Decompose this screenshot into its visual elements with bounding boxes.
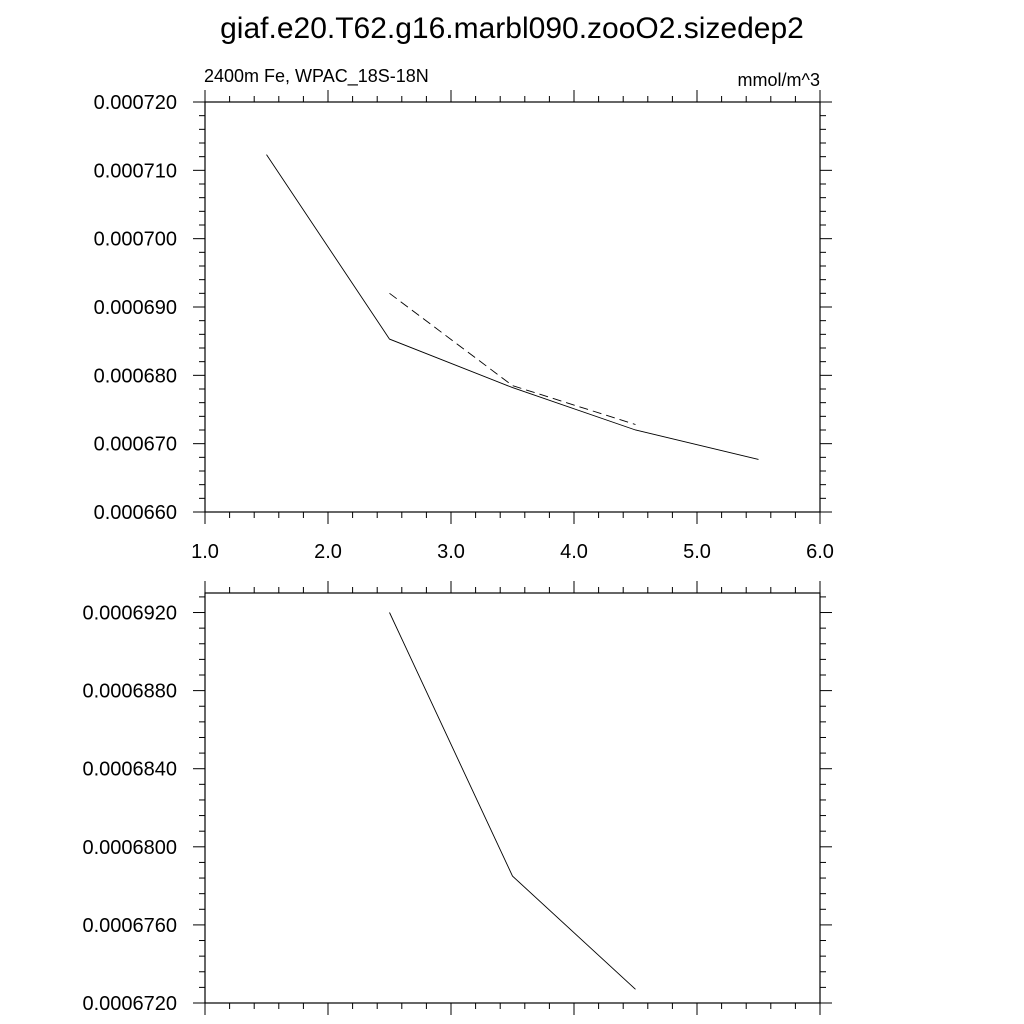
bottom-plot-frame (204, 592, 821, 1004)
top-x-tick-label: 4.0 (560, 541, 588, 563)
bottom-y-tick-label: 0.0006880 (82, 681, 177, 703)
bottom-y-tick-label: 0.0006800 (82, 837, 177, 859)
top-y-tick-label: 0.000720 (94, 92, 177, 114)
top-panel-units-label: mmol/m^3 (738, 70, 820, 90)
top-y-tick-label: 0.000660 (94, 502, 177, 524)
top-panel-left-label: 2400m Fe, WPAC_18S-18N (204, 66, 429, 87)
top-x-tick-label: 3.0 (437, 541, 465, 563)
top-x-tick-label: 2.0 (314, 541, 342, 563)
top-plot-frame (204, 101, 821, 513)
top-x-tick-label: 5.0 (683, 541, 711, 563)
bottom-y-tick-label: 0.0006760 (82, 915, 177, 937)
top-series-line-solid (266, 154, 759, 460)
top-x-tick-label: 1.0 (191, 541, 219, 563)
top-series-line-dashed (389, 292, 636, 425)
top-y-tick-label: 0.000680 (94, 365, 177, 387)
top-y-tick-label: 0.000710 (94, 160, 177, 182)
top-y-tick-label: 0.000690 (94, 297, 177, 319)
bottom-series-line-solid (389, 612, 636, 990)
bottom-y-tick-label: 0.0006920 (82, 603, 177, 625)
top-x-tick-label: 6.0 (806, 541, 834, 563)
bottom-y-tick-label: 0.0006720 (82, 993, 177, 1015)
top-y-tick-label: 0.000700 (94, 229, 177, 251)
bottom-y-tick-label: 0.0006840 (82, 759, 177, 781)
chart-title: giaf.e20.T62.g16.marbl090.zooO2.sizedep2 (220, 12, 804, 45)
top-panel: 2400m Fe, WPAC_18S-18N mmol/m^3 1.0 2.0 3.… (94, 66, 834, 563)
bottom-panel: 0.0006720 0.0006760 0.0006800 0.0006840 0.00… (82, 581, 832, 1015)
top-y-tick-label: 0.000670 (94, 434, 177, 456)
